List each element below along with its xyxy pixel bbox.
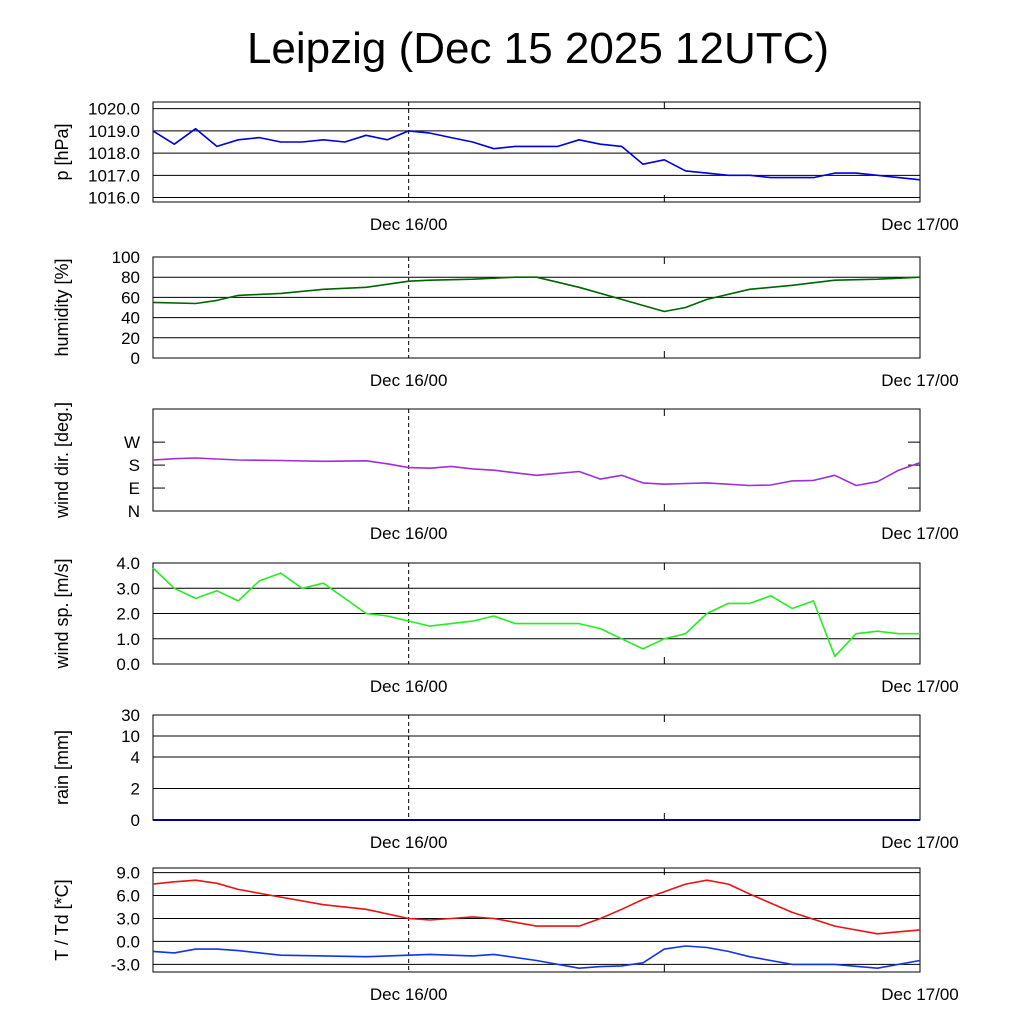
y-axis-label: rain [mm] — [52, 730, 72, 805]
x-tick-label: Dec 16/00 — [370, 371, 448, 390]
series-line-ff — [152, 567, 920, 658]
y-tick-label: 3.0 — [116, 579, 140, 598]
plot-frame — [152, 714, 921, 821]
y-axis-label: wind sp. [m/s] — [52, 558, 72, 669]
y-tick-label: 6.0 — [116, 887, 140, 906]
y-tick-label: 100 — [112, 248, 140, 267]
x-tick-label: Dec 17/00 — [881, 677, 959, 696]
y-tick-label: 30 — [121, 706, 140, 725]
y-axis-label: humidity [%] — [52, 258, 72, 356]
y-tick-label: 3.0 — [116, 909, 140, 928]
x-tick-label: Dec 17/00 — [881, 371, 959, 390]
series-line-T — [152, 879, 921, 935]
y-tick-label: 1.0 — [116, 630, 140, 649]
x-tick-label: Dec 16/00 — [370, 215, 448, 234]
plot-frame — [152, 256, 921, 359]
y-tick-label: E — [129, 479, 140, 498]
y-tick-label: 4 — [131, 748, 140, 767]
panel-temperature: -3.0 0.0 3.0 6.0 9.0 T / Td [*C] Dec 16/00 Dec … — [52, 864, 959, 1004]
y-tick-label: 4.0 — [116, 554, 140, 573]
x-tick-label: Dec 16/00 — [370, 524, 448, 543]
series-line-Td — [152, 945, 921, 970]
y-tick-label: 0 — [131, 811, 140, 830]
panel-rain: 0 2 4 10 30 rain [mm] Dec 16/00 Dec 17/00 — [52, 706, 959, 852]
y-tick-label: 1018.0 — [88, 144, 140, 163]
plot-frame — [152, 562, 921, 665]
x-tick-label: Dec 17/00 — [881, 833, 959, 852]
x-tick-label: Dec 16/00 — [370, 833, 448, 852]
y-tick-label: 1020.0 — [88, 100, 140, 119]
y-tick-label: 20 — [121, 329, 140, 348]
x-tick-label: Dec 16/00 — [370, 985, 448, 1004]
series-line-rh — [152, 276, 921, 313]
y-tick-label: 0.0 — [116, 932, 140, 951]
x-tick-label: Dec 16/00 — [370, 677, 448, 696]
plot-frame — [152, 101, 921, 203]
y-tick-label: S — [129, 456, 140, 475]
x-tick-label: Dec 17/00 — [881, 524, 959, 543]
y-tick-label: N — [128, 502, 140, 521]
y-tick-label: 2.0 — [116, 605, 140, 624]
y-tick-label: 1017.0 — [88, 166, 140, 185]
x-tick-label: Dec 17/00 — [881, 985, 959, 1004]
x-tick-label: Dec 17/00 — [881, 215, 959, 234]
y-tick-label: -3.0 — [111, 955, 140, 974]
page-title: Leipzig (Dec 15 2025 12UTC) — [246, 24, 830, 73]
plot-frame — [152, 867, 921, 973]
y-tick-label: 1019.0 — [88, 122, 140, 141]
y-tick-label: 10 — [121, 727, 140, 746]
y-axis-label: p [hPa] — [52, 123, 72, 180]
panel-wind-speed: 0.0 1.0 2.0 3.0 4.0 wind sp. [m/s] Dec 16/00 De… — [52, 554, 959, 696]
y-tick-label: 1016.0 — [88, 189, 140, 208]
y-tick-label: 0 — [131, 349, 140, 368]
y-tick-label: 2 — [131, 780, 140, 799]
y-axis-label: wind dir. [deg.] — [52, 402, 72, 519]
y-tick-label: 60 — [121, 288, 140, 307]
series-line-p — [152, 127, 921, 181]
series-line-dd — [152, 457, 921, 487]
y-tick-label: 0.0 — [116, 655, 140, 674]
y-axis-label: T / Td [*C] — [52, 879, 72, 960]
y-tick-label: 40 — [121, 309, 140, 328]
y-tick-label: 80 — [121, 268, 140, 287]
y-tick-label: 9.0 — [116, 864, 140, 883]
y-tick-label: W — [124, 433, 140, 452]
panel-pressure: 1016.0 1017.0 1018.0 1019.0 1020.0 p [hPa] Dec… — [52, 100, 959, 234]
